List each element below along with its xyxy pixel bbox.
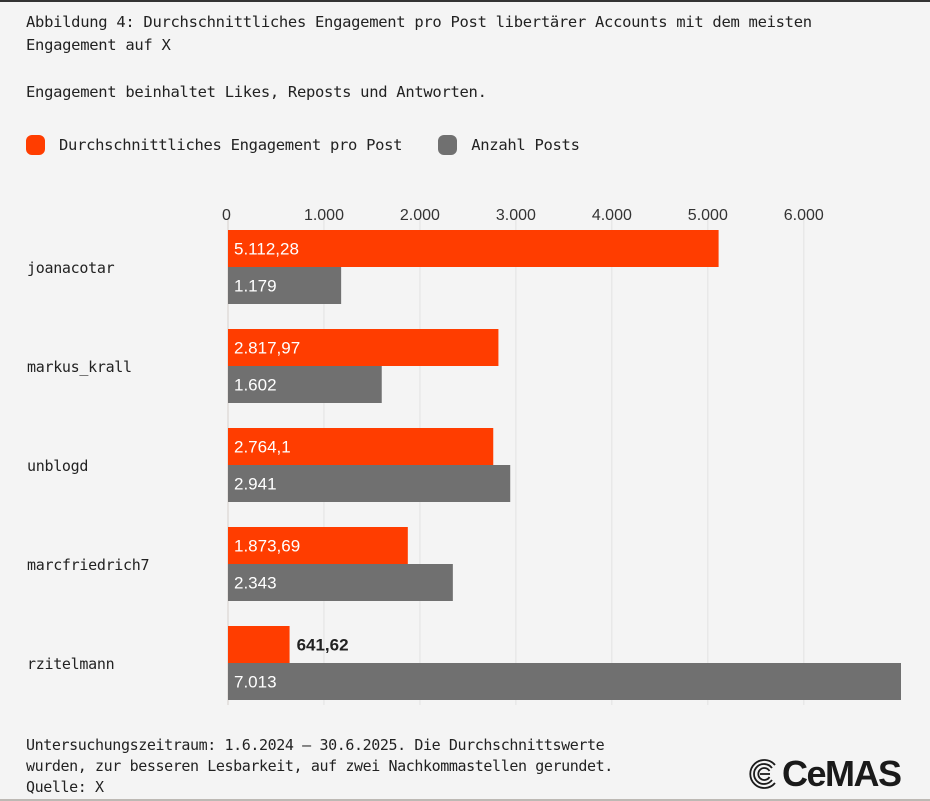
bar-engagement bbox=[228, 329, 499, 366]
category-label: unblogd bbox=[27, 457, 88, 475]
category-label: marcfriedrich7 bbox=[27, 556, 149, 574]
legend-item-posts: Anzahl Posts bbox=[438, 135, 580, 155]
cemas-spiral-icon bbox=[749, 759, 776, 789]
footnote-source: Quelle: X bbox=[26, 778, 104, 796]
legend: Durchschnittliches Engagement pro Post A… bbox=[26, 135, 616, 155]
figure-subtitle: Engagement beinhaltet Likes, Reposts und… bbox=[26, 83, 487, 101]
data-label: 2.941 bbox=[234, 475, 277, 494]
bar-engagement bbox=[228, 527, 408, 564]
legend-swatch-posts bbox=[438, 135, 458, 155]
data-label: 1.873,69 bbox=[234, 537, 300, 556]
x-tick-label: 6.000 bbox=[784, 207, 824, 224]
legend-swatch-engagement bbox=[26, 135, 45, 155]
bar-chart: 0 1.000 2.000 3.000 4.000 5.000 6.000 joanacota… bbox=[27, 207, 901, 705]
category-label: rzitelmann bbox=[27, 655, 114, 673]
bottom-border bbox=[0, 799, 930, 801]
legend-label-posts: Anzahl Posts bbox=[471, 136, 580, 154]
legend-label-engagement: Durchschnittliches Engagement pro Post bbox=[59, 136, 403, 154]
legend-item-engagement: Durchschnittliches Engagement pro Post bbox=[26, 135, 403, 155]
bar-posts bbox=[228, 366, 382, 403]
x-tick-label: 2.000 bbox=[400, 207, 440, 224]
top-border bbox=[0, 0, 930, 2]
data-label: 2.764,1 bbox=[234, 438, 291, 457]
data-label: 5.112,28 bbox=[234, 240, 299, 259]
category-label: markus_krall bbox=[27, 358, 132, 376]
category-label: joanacotar bbox=[27, 259, 115, 277]
bar-posts bbox=[228, 564, 453, 601]
data-label: 2.343 bbox=[234, 574, 277, 593]
cemas-logo: CeMAS bbox=[748, 753, 902, 794]
x-tick-label: 4.000 bbox=[592, 207, 632, 224]
x-tick-label: 1.000 bbox=[304, 207, 344, 224]
footnote-line: Untersuchungszeitraum: 1.6.2024 – 30.6.2… bbox=[26, 736, 605, 754]
bar-engagement bbox=[228, 230, 719, 267]
logo-text: CeMAS bbox=[782, 753, 902, 794]
footnote-line: wurden, zur besseren Lesbarkeit, auf zwe… bbox=[26, 757, 613, 775]
x-tick-label: 3.000 bbox=[496, 207, 536, 224]
bar-engagement bbox=[228, 428, 494, 465]
footnote: Untersuchungszeitraum: 1.6.2024 – 30.6.2… bbox=[26, 735, 746, 798]
figure-title: Abbildung 4: Durchschnittliches Engageme… bbox=[26, 13, 812, 54]
data-label: 1.179 bbox=[234, 277, 277, 296]
data-label: 2.817,97 bbox=[234, 339, 300, 358]
bar-posts bbox=[228, 663, 901, 700]
bar-posts bbox=[228, 465, 511, 502]
data-label: 641,62 bbox=[297, 636, 349, 655]
data-label: 1.602 bbox=[234, 376, 277, 395]
bar-posts bbox=[228, 267, 342, 304]
x-tick-label: 5.000 bbox=[688, 207, 728, 224]
x-tick-label: 0 bbox=[222, 207, 231, 224]
data-label: 7.013 bbox=[234, 673, 277, 692]
bar-engagement bbox=[228, 626, 290, 663]
